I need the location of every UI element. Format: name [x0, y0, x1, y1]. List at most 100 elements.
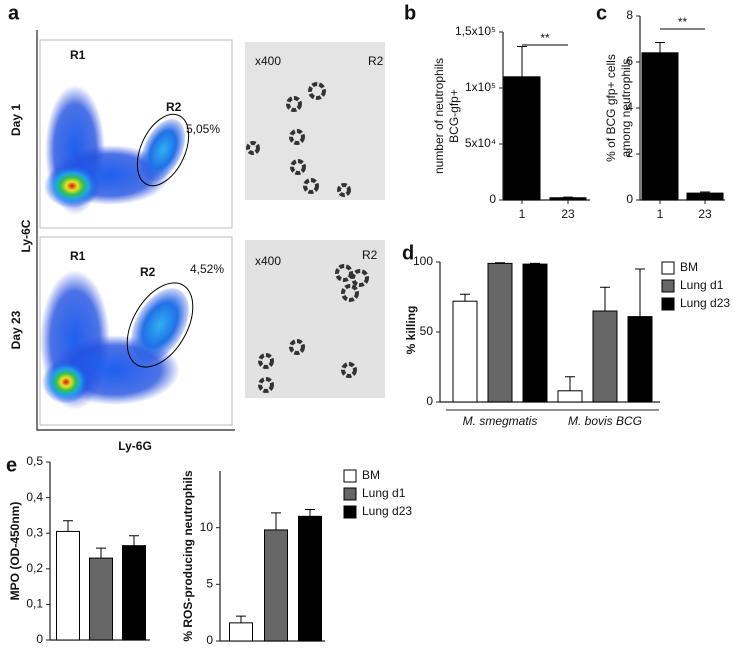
y-axis-label: MPO (OD-450nm): [8, 502, 22, 601]
y-tick-label: 0,2: [26, 561, 43, 575]
day-label: Day 1: [9, 104, 23, 136]
error-bar: [236, 615, 246, 623]
bar: [592, 310, 618, 403]
error-bar: [96, 547, 106, 559]
y-tick-label: 0,5: [26, 454, 43, 468]
bar: [549, 197, 587, 201]
error-bar: [129, 535, 139, 546]
y-tick-label: 1x10⁵: [465, 80, 496, 94]
y-tick-label: 1,5x10⁵: [455, 24, 496, 38]
density: [140, 119, 186, 181]
legend-swatch: [343, 505, 357, 519]
gate-label: R2: [166, 100, 182, 114]
legend-label: Lung d1: [680, 278, 724, 292]
y-tick-label: 2: [626, 146, 633, 160]
y-tick-label: 0: [206, 633, 213, 647]
x-tick-label: 23: [561, 207, 575, 221]
error-bar: [495, 262, 505, 264]
y-axis-label: number of neutrophils: [432, 58, 446, 174]
bar: [452, 300, 478, 403]
x-tick-label: 1: [519, 207, 526, 221]
y-tick-label: 100: [413, 254, 433, 268]
panel-label: d: [402, 242, 414, 264]
bar: [641, 52, 679, 201]
y-tick-label: 50: [420, 324, 434, 338]
y-tick-label: 0: [426, 394, 433, 408]
y-tick-label: 5x10⁴: [465, 136, 496, 150]
panel-label: a: [8, 2, 20, 24]
y-axis-label: BCG-gfp+: [447, 89, 461, 143]
y-tick-label: 6: [626, 54, 633, 68]
day-label: Day 23: [9, 310, 23, 349]
error-bar: [63, 520, 73, 532]
legend-swatch: [661, 279, 675, 293]
density: [131, 288, 189, 362]
legend-label: BM: [362, 468, 380, 482]
micrograph: [245, 42, 385, 200]
y-tick-label: 0: [36, 632, 43, 646]
error-bar: [563, 196, 573, 198]
y-tick-label: 8: [626, 8, 633, 22]
magnification: x400: [255, 254, 281, 268]
bar: [89, 557, 113, 641]
error-bar: [517, 46, 527, 77]
error-bar: [600, 286, 610, 311]
bar: [522, 263, 548, 403]
bar: [56, 530, 80, 641]
y-tick-label: 0,4: [26, 490, 43, 504]
region-label: R2: [368, 54, 384, 68]
legend-label: BM: [680, 260, 698, 274]
bar: [557, 390, 583, 403]
error-bar: [530, 262, 540, 265]
y-tick-label: 4: [626, 100, 633, 114]
y-axis-label: Ly-6C: [19, 219, 33, 252]
density: [42, 360, 90, 404]
legend-swatch: [661, 261, 675, 275]
y-axis-label: % of BCG gfp+ cells: [604, 54, 618, 162]
density: [44, 164, 100, 208]
error-bar: [460, 293, 470, 302]
gate-label: R2: [140, 265, 156, 279]
x-tick-label: M. smegmatis: [463, 414, 538, 428]
flow-plots: R1 R2 5,05% R1 R2 4,52% Day 1 Day 23 Ly-…: [9, 30, 235, 453]
panel-label: c: [596, 2, 607, 24]
cells: [246, 82, 369, 393]
significance-label: **: [678, 15, 688, 29]
error-bar: [655, 41, 665, 53]
panel-label: e: [6, 454, 17, 476]
error-bar: [271, 512, 281, 530]
bar: [298, 515, 322, 642]
significance-label: **: [540, 31, 550, 45]
bar: [229, 622, 253, 642]
gate: [136, 113, 190, 187]
y-tick-label: 5: [206, 577, 213, 591]
x-tick-label: 1: [657, 207, 664, 221]
bar: [627, 316, 653, 403]
legend-label: Lung d23: [362, 504, 412, 518]
error-bar: [635, 268, 645, 317]
bar: [122, 545, 146, 641]
error-bar: [700, 191, 710, 194]
x-tick-label: 23: [698, 207, 712, 221]
y-tick-label: 0: [626, 192, 633, 206]
legend-label: Lung d23: [680, 296, 730, 310]
region-label: R2: [362, 248, 378, 262]
gate-percent: 5,05%: [186, 122, 220, 136]
x-tick-label: M. bovis BCG: [568, 414, 642, 428]
legend-label: Lung d1: [362, 486, 406, 500]
micrograph: [245, 240, 385, 398]
y-tick-label: 10: [200, 520, 214, 534]
bar: [686, 192, 724, 201]
gate-percent: 4,52%: [190, 262, 224, 276]
y-axis-label: % ROS-producing neutrophils: [181, 470, 195, 642]
y-axis-label: % killing: [404, 306, 418, 355]
micrographs: x400 R2 x400 R2: [245, 42, 385, 398]
error-bar: [305, 509, 315, 517]
error-bar: [565, 376, 575, 391]
legend-swatch: [661, 297, 675, 311]
bar: [487, 262, 513, 403]
y-tick-label: 0: [489, 192, 496, 206]
legend-swatch: [343, 469, 357, 483]
flow-axes: [36, 30, 235, 431]
